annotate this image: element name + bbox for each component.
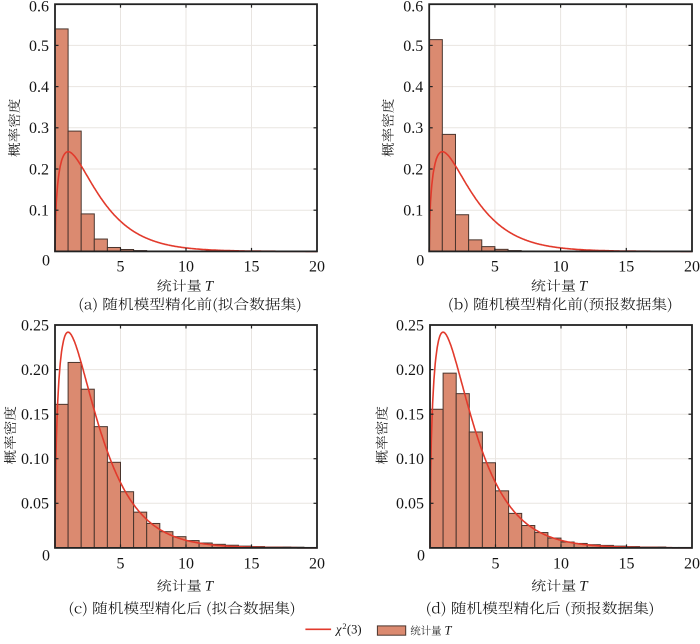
svg-text:0.5: 0.5 [29,38,49,55]
svg-text:0.05: 0.05 [396,496,424,513]
svg-text:20: 20 [309,556,325,573]
svg-text:15: 15 [619,556,635,573]
svg-text:0.2: 0.2 [403,161,423,178]
svg-text:20: 20 [309,258,325,275]
svg-text:0.10: 0.10 [396,451,424,468]
svg-text:0.05: 0.05 [21,496,49,513]
svg-text:0.5: 0.5 [403,38,423,55]
svg-text:0.3: 0.3 [29,120,49,137]
svg-text:0.20: 0.20 [396,362,424,379]
svg-text:0.4: 0.4 [403,79,423,96]
svg-text:5: 5 [117,258,125,275]
svg-text:0.3: 0.3 [403,120,423,137]
svg-text:0.10: 0.10 [21,451,49,468]
svg-text:10: 10 [178,258,194,275]
svg-text:15: 15 [618,258,634,275]
svg-text:T: T [445,624,453,638]
svg-text:0.25: 0.25 [396,317,424,334]
svg-text:10: 10 [553,556,569,573]
svg-text:5: 5 [117,556,125,573]
svg-text:0.4: 0.4 [29,79,49,96]
svg-text:0.1: 0.1 [29,203,49,220]
svg-text:5: 5 [492,556,500,573]
svg-text:0.20: 0.20 [21,362,49,379]
svg-text:0.15: 0.15 [396,407,424,424]
svg-text:0.6: 0.6 [29,0,49,15]
svg-text:0: 0 [42,547,50,564]
svg-text:20: 20 [684,258,700,275]
svg-text:20: 20 [684,556,700,573]
svg-text:0: 0 [416,253,424,270]
svg-text:0.15: 0.15 [21,407,49,424]
svg-text:χ2(3): χ2(3) [334,621,362,636]
svg-text:10: 10 [178,556,194,573]
svg-text:15: 15 [244,258,260,275]
svg-text:10: 10 [553,258,569,275]
svg-text:15: 15 [244,556,260,573]
svg-text:0.1: 0.1 [403,203,423,220]
svg-text:0.2: 0.2 [29,161,49,178]
svg-text:0.25: 0.25 [21,317,49,334]
svg-text:5: 5 [491,258,499,275]
svg-text:0.6: 0.6 [403,0,423,15]
svg-text:0: 0 [42,253,50,270]
svg-text:0: 0 [417,547,425,564]
